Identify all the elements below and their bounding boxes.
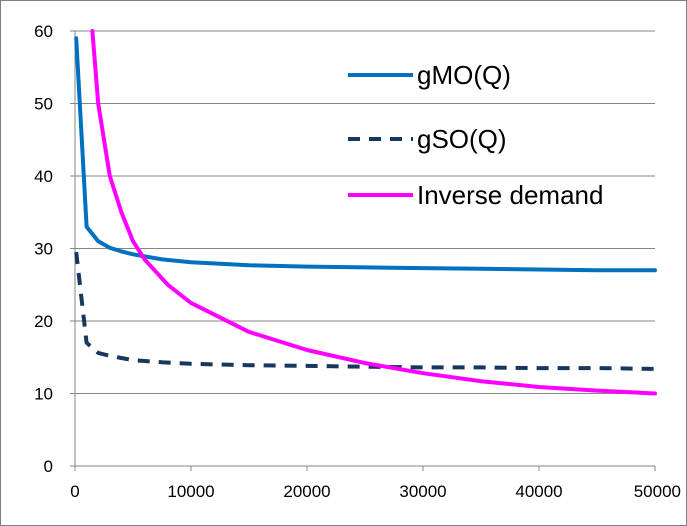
x-tick-label: 20000 — [283, 482, 330, 501]
y-tick-label: 30 — [34, 240, 53, 259]
y-tick-label: 50 — [34, 95, 53, 114]
legend-label-1: gSO(Q) — [417, 124, 507, 154]
series-line-2 — [90, 29, 657, 396]
x-tick-label: 10000 — [167, 482, 214, 501]
x-tick-label: 40000 — [515, 482, 562, 501]
legend: gMO(Q) gSO(Q) Inverse demand — [348, 60, 603, 210]
series-lines — [74, 29, 657, 396]
y-tick-label: 0 — [44, 457, 53, 476]
axes: 0 10 20 30 40 50 60 0 10000 20000 30000 40000 50000 — [34, 22, 681, 501]
y-tick-label: 60 — [34, 22, 53, 41]
x-tick-label: 0 — [70, 482, 79, 501]
y-tick-label: 10 — [34, 385, 53, 404]
x-tick-label: 30000 — [399, 482, 446, 501]
legend-label-2: Inverse demand — [417, 180, 603, 210]
series-line-1 — [74, 251, 656, 371]
x-tick-label: 50000 — [634, 482, 681, 501]
y-tick-label: 40 — [34, 167, 53, 186]
gridlines — [75, 30, 655, 394]
legend-label-0: gMO(Q) — [417, 60, 511, 90]
y-tick-label: 20 — [34, 312, 53, 331]
series-line-0 — [74, 36, 657, 273]
